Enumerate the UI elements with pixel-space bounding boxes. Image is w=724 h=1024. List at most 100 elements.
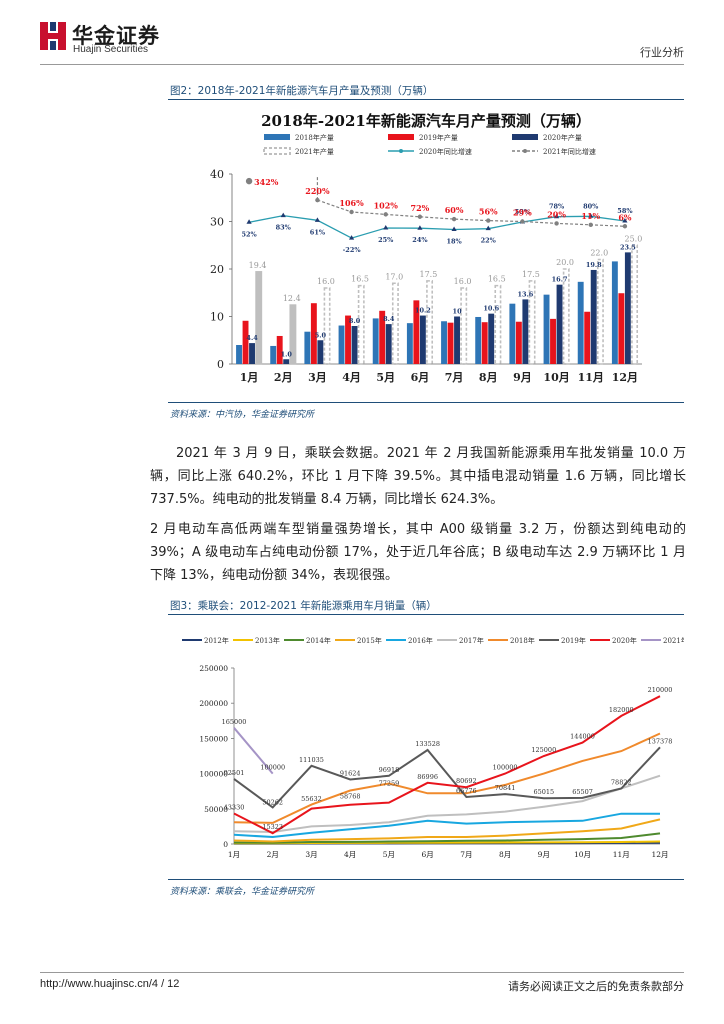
chart2-legend-label: 2018年产量 <box>295 133 334 142</box>
chart2-legend-label: 2021年同比增速 <box>543 147 596 156</box>
chart3-x-tick-label: 5月 <box>383 850 395 859</box>
chart2-data-label-2020: 8.4 <box>383 315 395 323</box>
chart2-growth-2021-marker <box>451 216 457 222</box>
chart2-data-label-2020: 1.0 <box>281 350 293 358</box>
chart2-growth-2020-label: 58% <box>617 207 633 215</box>
chart2-growth-2020-line <box>248 214 625 239</box>
chart3-data-label: 144000 <box>570 733 595 741</box>
chart2-growth-2021-label: 20% <box>547 209 566 219</box>
chart3-data-label: 111035 <box>299 756 324 764</box>
chart2-legend-label: 2021年产量 <box>295 147 334 156</box>
chart2-growth-2021-marker <box>315 197 320 203</box>
chart2-bar <box>310 303 317 364</box>
chart3-data-label: 182000 <box>609 706 634 714</box>
chart2-data-label-2021: 17.5 <box>420 270 438 279</box>
chart2-data-label-2020: 23.5 <box>620 243 636 251</box>
chart3-x-tick-label: 11月 <box>613 850 630 859</box>
chart2-bar <box>317 340 324 364</box>
chart3-data-label: 92501 <box>224 769 245 777</box>
chart2-x-tick-label: 11月 <box>578 371 604 384</box>
chart2-growth-2021-label: 342% <box>254 177 279 187</box>
chart3-legend-label: 2012年 <box>204 636 229 645</box>
chart2-growth-2020-label: -22% <box>343 246 362 254</box>
chart2-data-label-2021: 16.0 <box>454 277 472 286</box>
chart2-data-label-2021: 25.0 <box>625 234 643 243</box>
chart2-growth-2020-label: 61% <box>310 228 326 236</box>
chart2-bar <box>460 287 468 365</box>
chart2-bar <box>611 261 618 364</box>
chart3-data-label: 58768 <box>340 793 361 801</box>
footer-disclaimer: 请务必阅读正文之后的免责条款部分 <box>508 980 684 993</box>
chart2-bar <box>528 280 536 365</box>
chart2-legend-marker <box>523 149 527 153</box>
chart2-growth-2021-marker <box>349 209 354 215</box>
chart2-bar <box>454 316 460 364</box>
header-rule <box>40 64 684 65</box>
chart2-bar <box>338 325 345 364</box>
chart3-legend-label: 2018年 <box>510 636 535 645</box>
chart2-bar <box>481 322 488 364</box>
chart2-growth-2021-marker <box>245 177 253 185</box>
chart3-series-line <box>233 727 274 775</box>
chart2-bar <box>543 294 550 364</box>
chart2-x-tick-label: 7月 <box>445 371 464 384</box>
chart2-legend-swatch <box>264 134 290 140</box>
chart3-x-tick-label: 12月 <box>651 850 668 859</box>
chart2-bar <box>351 326 358 364</box>
chart3-legend-label: 2013年 <box>255 636 280 645</box>
huajin-logo-icon <box>40 22 66 50</box>
chart3-data-label: 15323 <box>262 823 283 831</box>
chart2-data-label-2020: 19.8 <box>586 261 602 269</box>
chart2-bar <box>385 324 392 364</box>
chart3-data-label: 66776 <box>456 787 477 795</box>
chart3-series-line <box>233 732 661 824</box>
chart3-data-label: 55632 <box>301 795 322 803</box>
paragraph-2: 2 月电动车高低两端车型销量强势增长，其中 A00 级销量 3.2 万，份额达到… <box>150 522 686 583</box>
chart2-y-tick-label: 40 <box>210 168 224 181</box>
chart2-x-tick-label: 6月 <box>411 371 430 384</box>
chart2-bar <box>618 293 625 364</box>
chart2-bar <box>242 320 249 364</box>
chart2-data-label-2020: 10 <box>453 308 463 316</box>
chart2-growth-2020-label: 83% <box>276 224 292 232</box>
chart3-data-label: 65015 <box>533 788 554 796</box>
chart2-growth-2020-marker <box>451 226 457 232</box>
chart3-data-label: 165000 <box>222 718 247 726</box>
chart3-legend-label: 2021年 <box>663 636 684 645</box>
chart2-x-tick-label: 12月 <box>612 371 638 384</box>
chart2-growth-2020-marker <box>622 217 628 223</box>
chart2-bar <box>236 345 242 364</box>
chart3-y-tick-label: 100000 <box>199 770 228 779</box>
footer-url[interactable]: http://www.huajinsc.cn/ <box>40 978 152 990</box>
chart3-data-label: 96918 <box>379 766 400 774</box>
footer-rule <box>40 972 684 973</box>
chart2-growth-2021-label: 29% <box>513 208 532 218</box>
chart3-data-label: 133528 <box>415 740 440 748</box>
chart2-growth-2021-label: 102% <box>374 200 399 210</box>
chart2-growth-2021-marker <box>383 212 388 217</box>
chart2-x-tick-label: 9月 <box>513 371 532 384</box>
chart2-growth-2020-marker <box>246 219 252 224</box>
chart3-series-line <box>233 818 661 843</box>
chart2-bar <box>372 318 379 364</box>
chart2-data-label-2021: 20.0 <box>556 258 574 267</box>
chart2-bar <box>515 321 522 364</box>
chart3-legend-label: 2014年 <box>306 636 331 645</box>
chart2-bar <box>276 335 283 364</box>
chart2-growth-2020-label: 80% <box>583 202 599 210</box>
chart2-growth-2020-marker <box>314 217 321 222</box>
figure3-source-rule <box>168 879 684 880</box>
chart2-growth-2021-label: 106% <box>339 198 364 208</box>
chart2-x-tick-label: 8月 <box>479 371 498 384</box>
chart2-bar <box>391 282 399 365</box>
chart3-series-line <box>233 812 660 839</box>
chart2-legend-swatch <box>388 134 414 140</box>
chart2-legend-label: 2020年同比增速 <box>419 147 472 156</box>
chart2-growth-2021-marker <box>486 218 491 223</box>
chart2-growth-2021-label: 6% <box>618 212 632 222</box>
chart2-bar <box>522 299 529 364</box>
chart2-bar <box>441 321 447 364</box>
chart3-data-label: 80692 <box>456 777 477 785</box>
chart2-bar <box>509 303 516 364</box>
chart2-x-tick-label: 1月 <box>240 371 259 384</box>
